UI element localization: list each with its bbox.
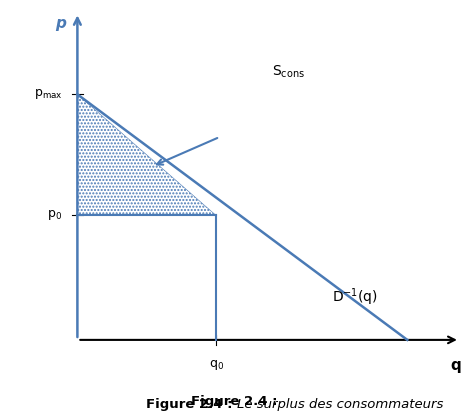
Text: p$_{\mathregular{0}}$: p$_{\mathregular{0}}$ — [47, 208, 63, 223]
Text: Figure 2.4 :: Figure 2.4 : — [191, 395, 283, 408]
Text: p: p — [55, 16, 66, 31]
Text: q$_{\mathregular{0}}$: q$_{\mathregular{0}}$ — [209, 358, 224, 372]
Text: Figure 2.4 : Le surplus des consommateurs: Figure 2.4 : Le surplus des consommateur… — [75, 395, 399, 408]
Text: Le surplus des consommateurs: Le surplus des consommateurs — [237, 398, 443, 411]
Text: q: q — [451, 358, 461, 373]
Text: D$^{-1}$(q): D$^{-1}$(q) — [332, 287, 378, 308]
Polygon shape — [77, 94, 216, 215]
Text: Figure 2.4 :: Figure 2.4 : — [146, 398, 237, 411]
Text: S$_{\mathregular{cons}}$: S$_{\mathregular{cons}}$ — [273, 63, 305, 79]
Text: p$_{\mathregular{max}}$: p$_{\mathregular{max}}$ — [34, 87, 63, 102]
